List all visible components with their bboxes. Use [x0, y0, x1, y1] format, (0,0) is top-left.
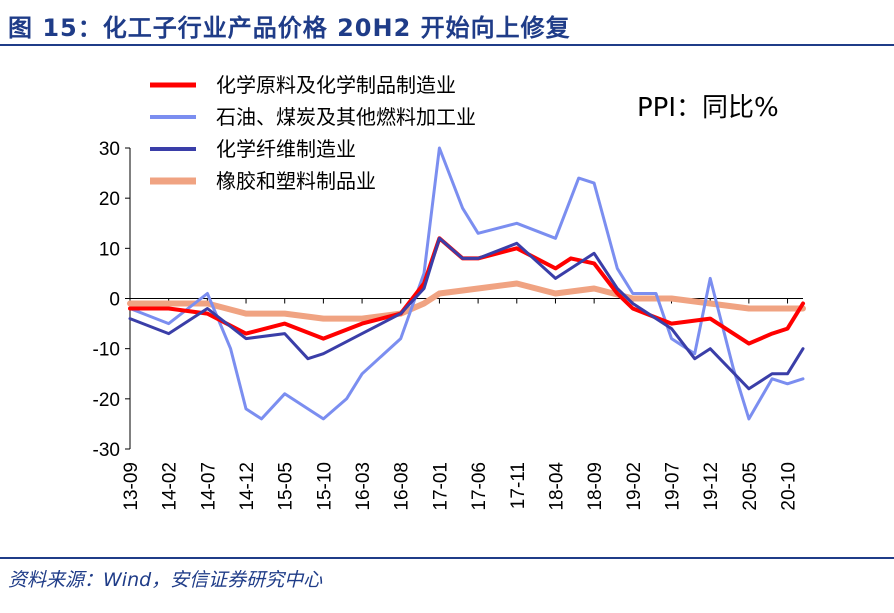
x-tick-label: 17-06	[469, 462, 490, 511]
x-tick-label: 18-09	[585, 462, 606, 511]
y-tick-label: -10	[93, 340, 120, 361]
source-note: 资料来源：Wind，安信证券研究中心	[8, 569, 323, 591]
x-tick-label: 15-05	[276, 462, 297, 511]
title-underline	[0, 44, 894, 46]
y-tick-label: -20	[93, 390, 120, 411]
y-tick-label: 10	[99, 239, 120, 260]
y-tick-label: -30	[93, 440, 120, 461]
x-tick-label: 19-12	[701, 462, 722, 511]
y-tick-label: 30	[99, 139, 120, 160]
legend-label: 橡胶和塑料制品业	[216, 169, 376, 193]
legend-label: 化学纤维制造业	[216, 137, 356, 161]
y-tick-label: 0	[109, 290, 120, 311]
y-tick-label: 20	[99, 189, 120, 210]
x-tick-label: 19-02	[624, 462, 645, 511]
source-rule	[0, 557, 894, 559]
x-tick-label: 19-07	[662, 462, 683, 511]
x-tick-label: 16-08	[392, 462, 413, 511]
x-tick-label: 14-02	[160, 462, 181, 511]
x-tick-label: 17-01	[430, 462, 451, 511]
legend-label: 化学原料及化学制品制造业	[216, 73, 456, 97]
x-tick-label: 13-09	[121, 462, 142, 511]
series-line	[128, 236, 805, 391]
x-tick-label: 20-05	[740, 462, 761, 511]
x-tick-label: 18-04	[546, 462, 567, 511]
x-tick-label: 14-07	[198, 462, 219, 511]
series-line	[128, 236, 805, 346]
x-tick-label: 20-10	[779, 462, 800, 511]
x-tick-label: 15-10	[314, 462, 335, 511]
legend-label: 石油、煤炭及其他燃料加工业	[216, 105, 476, 129]
x-tick-label: 16-03	[353, 462, 374, 511]
x-tick-label: 14-12	[237, 462, 258, 511]
series-line	[128, 146, 805, 421]
x-tick-label: 17-11	[508, 462, 529, 509]
ppi-annotation: PPI：同比%	[637, 93, 779, 123]
figure-title: 图 15：化工子行业产品价格 20H2 开始向上修复	[8, 14, 571, 42]
